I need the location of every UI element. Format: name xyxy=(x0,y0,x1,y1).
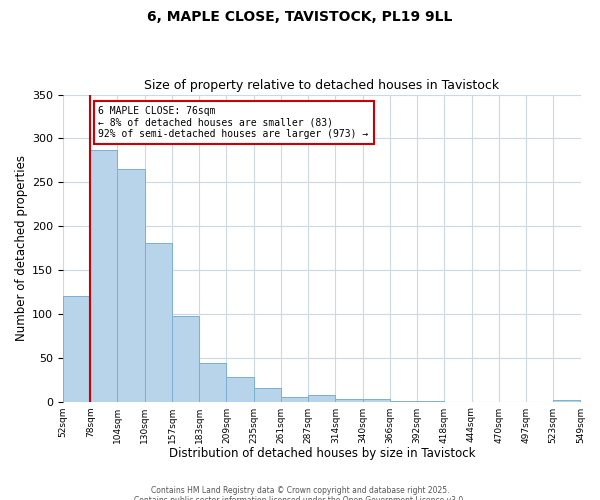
Bar xyxy=(254,388,281,402)
Bar xyxy=(390,400,417,402)
Bar xyxy=(281,397,308,402)
Text: 6 MAPLE CLOSE: 76sqm
← 8% of detached houses are smaller (83)
92% of semi-detach: 6 MAPLE CLOSE: 76sqm ← 8% of detached ho… xyxy=(98,106,368,139)
Y-axis label: Number of detached properties: Number of detached properties xyxy=(15,155,28,341)
Bar xyxy=(172,316,199,402)
Bar xyxy=(226,377,254,402)
Text: Contains HM Land Registry data © Crown copyright and database right 2025.: Contains HM Land Registry data © Crown c… xyxy=(151,486,449,495)
Bar xyxy=(417,400,445,402)
Text: 6, MAPLE CLOSE, TAVISTOCK, PL19 9LL: 6, MAPLE CLOSE, TAVISTOCK, PL19 9LL xyxy=(148,10,452,24)
Bar xyxy=(362,399,390,402)
Bar xyxy=(90,150,118,402)
Bar xyxy=(118,169,145,402)
Bar xyxy=(308,394,335,402)
Bar xyxy=(145,243,172,402)
Text: Contains public sector information licensed under the Open Government Licence v3: Contains public sector information licen… xyxy=(134,496,466,500)
Bar xyxy=(335,399,362,402)
Bar xyxy=(553,400,580,402)
Bar xyxy=(199,363,226,402)
X-axis label: Distribution of detached houses by size in Tavistock: Distribution of detached houses by size … xyxy=(169,447,475,460)
Bar xyxy=(63,296,90,402)
Title: Size of property relative to detached houses in Tavistock: Size of property relative to detached ho… xyxy=(144,79,499,92)
